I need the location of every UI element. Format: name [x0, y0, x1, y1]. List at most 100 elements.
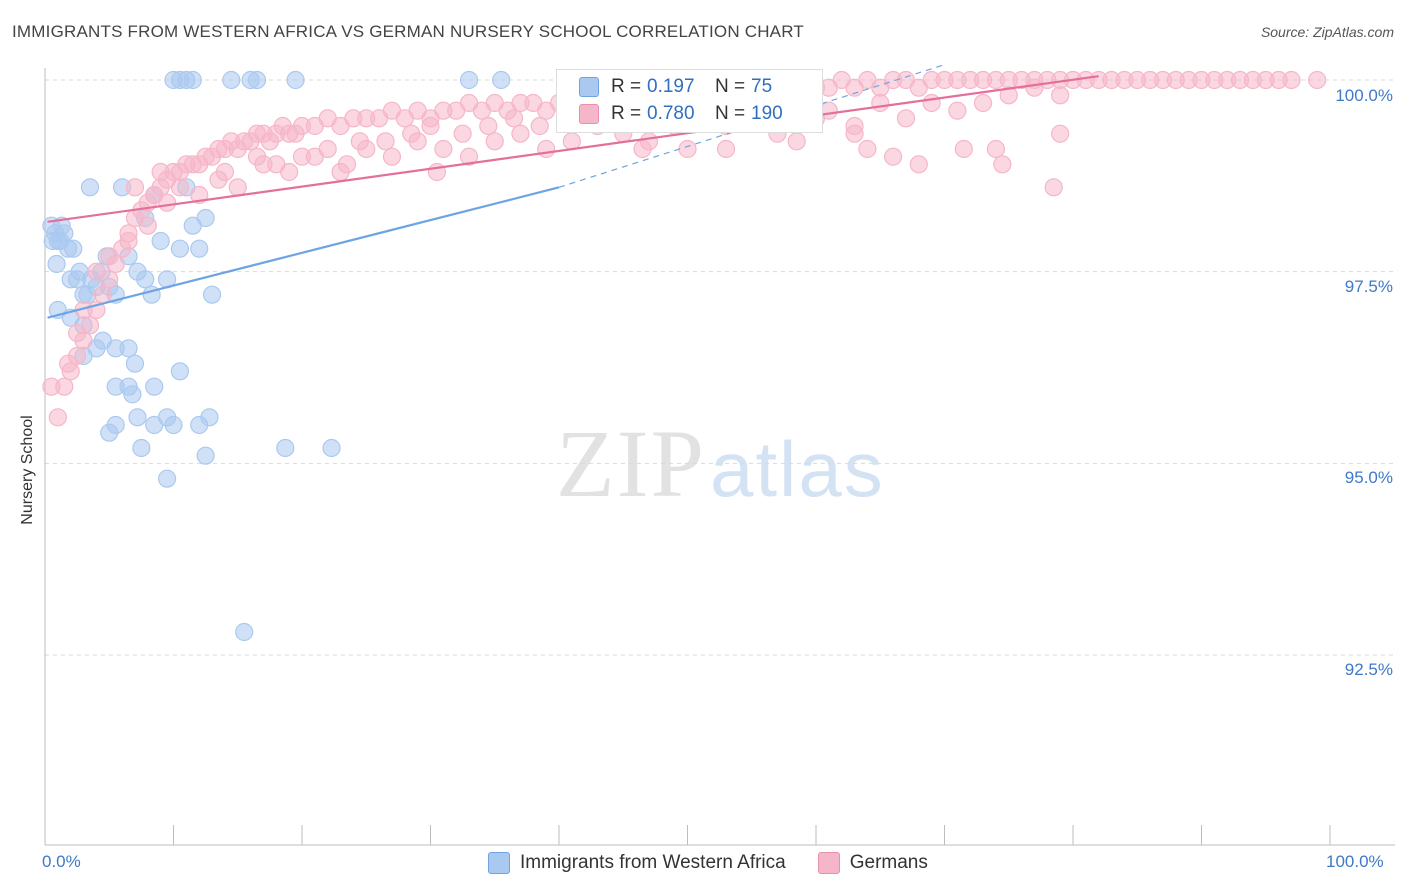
point-germans	[55, 377, 74, 396]
r-value: 0.780	[647, 103, 695, 124]
watermark: ZIPatlas	[556, 408, 885, 519]
point-germans	[350, 132, 369, 151]
point-germans	[511, 124, 530, 143]
point-western-africa	[247, 70, 267, 90]
point-western-africa	[202, 285, 222, 304]
legend-swatch-germans	[817, 852, 840, 874]
point-germans	[267, 155, 286, 174]
point-germans	[125, 178, 145, 197]
legend-item-western-africa[interactable]: Immigrants from Western Africa	[488, 852, 786, 874]
point-western-africa	[47, 254, 66, 274]
point-western-africa	[170, 239, 190, 258]
point-germans	[1044, 178, 1063, 197]
point-germans	[100, 247, 119, 266]
point-western-africa	[200, 408, 219, 427]
stats-row-western-africa: R = 0.197 N = 75	[579, 76, 772, 98]
point-germans	[215, 162, 234, 182]
point-germans	[633, 139, 652, 159]
point-western-africa	[132, 438, 151, 458]
n-label: N =	[715, 103, 746, 124]
series-legend: Immigrants from Western Africa Germans	[488, 852, 960, 874]
point-western-africa	[119, 339, 138, 358]
point-germans	[858, 139, 877, 159]
point-germans	[421, 116, 440, 136]
point-germans	[973, 93, 993, 113]
r-label: R =	[611, 76, 642, 97]
point-germans	[59, 354, 78, 373]
point-germans	[530, 116, 549, 136]
germans-swatch	[579, 104, 599, 124]
point-western-africa	[196, 208, 215, 228]
point-germans	[845, 124, 864, 143]
point-germans	[337, 155, 357, 174]
point-western-africa	[459, 70, 479, 90]
point-western-africa	[136, 270, 155, 289]
point-germans	[453, 124, 472, 143]
r-value: 0.197	[647, 76, 695, 97]
y-tick-label-97-5: 97.5%	[1344, 277, 1393, 296]
point-germans	[1025, 78, 1044, 97]
point-germans	[883, 147, 903, 166]
point-germans	[948, 101, 967, 120]
point-germans	[459, 147, 479, 166]
point-germans	[151, 162, 170, 182]
point-germans	[871, 93, 890, 113]
point-western-africa	[80, 178, 100, 197]
point-western-africa	[151, 231, 170, 251]
y-tick-label-95: 95.0%	[1344, 468, 1393, 487]
point-germans	[986, 139, 1006, 159]
point-western-africa	[170, 362, 190, 381]
western-africa-swatch	[579, 77, 599, 97]
legend-label-western-africa: Immigrants from Western Africa	[520, 852, 786, 873]
point-western-africa	[196, 446, 215, 465]
point-germans	[1308, 70, 1327, 90]
point-germans	[119, 231, 138, 251]
legend-item-germans[interactable]: Germans	[817, 852, 928, 874]
point-western-africa	[164, 415, 183, 435]
r-label: R =	[611, 103, 642, 124]
point-germans	[999, 86, 1018, 105]
point-western-africa	[145, 377, 164, 396]
point-western-africa	[322, 438, 341, 458]
point-germans	[68, 323, 87, 343]
point-germans	[678, 139, 697, 159]
point-western-africa	[128, 408, 147, 427]
x-tick-label-0: 0.0%	[42, 852, 81, 871]
point-germans	[247, 147, 267, 166]
point-western-africa	[183, 70, 202, 90]
point-germans	[292, 147, 312, 166]
point-western-africa	[157, 469, 177, 488]
point-germans	[787, 132, 806, 151]
point-western-africa	[123, 385, 142, 404]
watermark-atlas: atlas	[710, 425, 885, 513]
point-germans	[87, 262, 106, 281]
trendline-germans	[47, 75, 1099, 223]
point-germans	[909, 155, 928, 174]
y-tick-label-100: 100.0%	[1335, 86, 1393, 105]
point-germans	[93, 285, 112, 304]
chart-title: IMMIGRANTS FROM WESTERN AFRICA VS GERMAN…	[12, 22, 804, 41]
point-germans	[1282, 70, 1301, 90]
point-germans	[922, 93, 941, 113]
point-western-africa	[125, 354, 145, 373]
n-label: N =	[715, 76, 746, 97]
point-germans	[376, 132, 395, 151]
n-value: 190	[751, 103, 783, 124]
point-germans	[1051, 86, 1070, 105]
point-germans	[382, 147, 402, 166]
point-germans	[318, 139, 337, 159]
stats-legend: R = 0.197 N = 75 R = 0.780 N = 190	[556, 69, 823, 133]
x-tick-label-100: 100.0%	[1326, 852, 1384, 871]
point-germans	[993, 155, 1012, 174]
point-germans	[402, 124, 421, 143]
point-western-africa	[235, 622, 254, 642]
point-western-africa	[286, 70, 305, 90]
point-germans	[716, 139, 736, 159]
legend-swatch-western-africa	[488, 852, 510, 874]
y-tick-label-92-5: 92.5%	[1344, 660, 1393, 679]
point-germans	[138, 216, 157, 235]
point-germans	[228, 178, 247, 197]
point-western-africa	[70, 262, 89, 281]
point-germans	[485, 132, 504, 151]
